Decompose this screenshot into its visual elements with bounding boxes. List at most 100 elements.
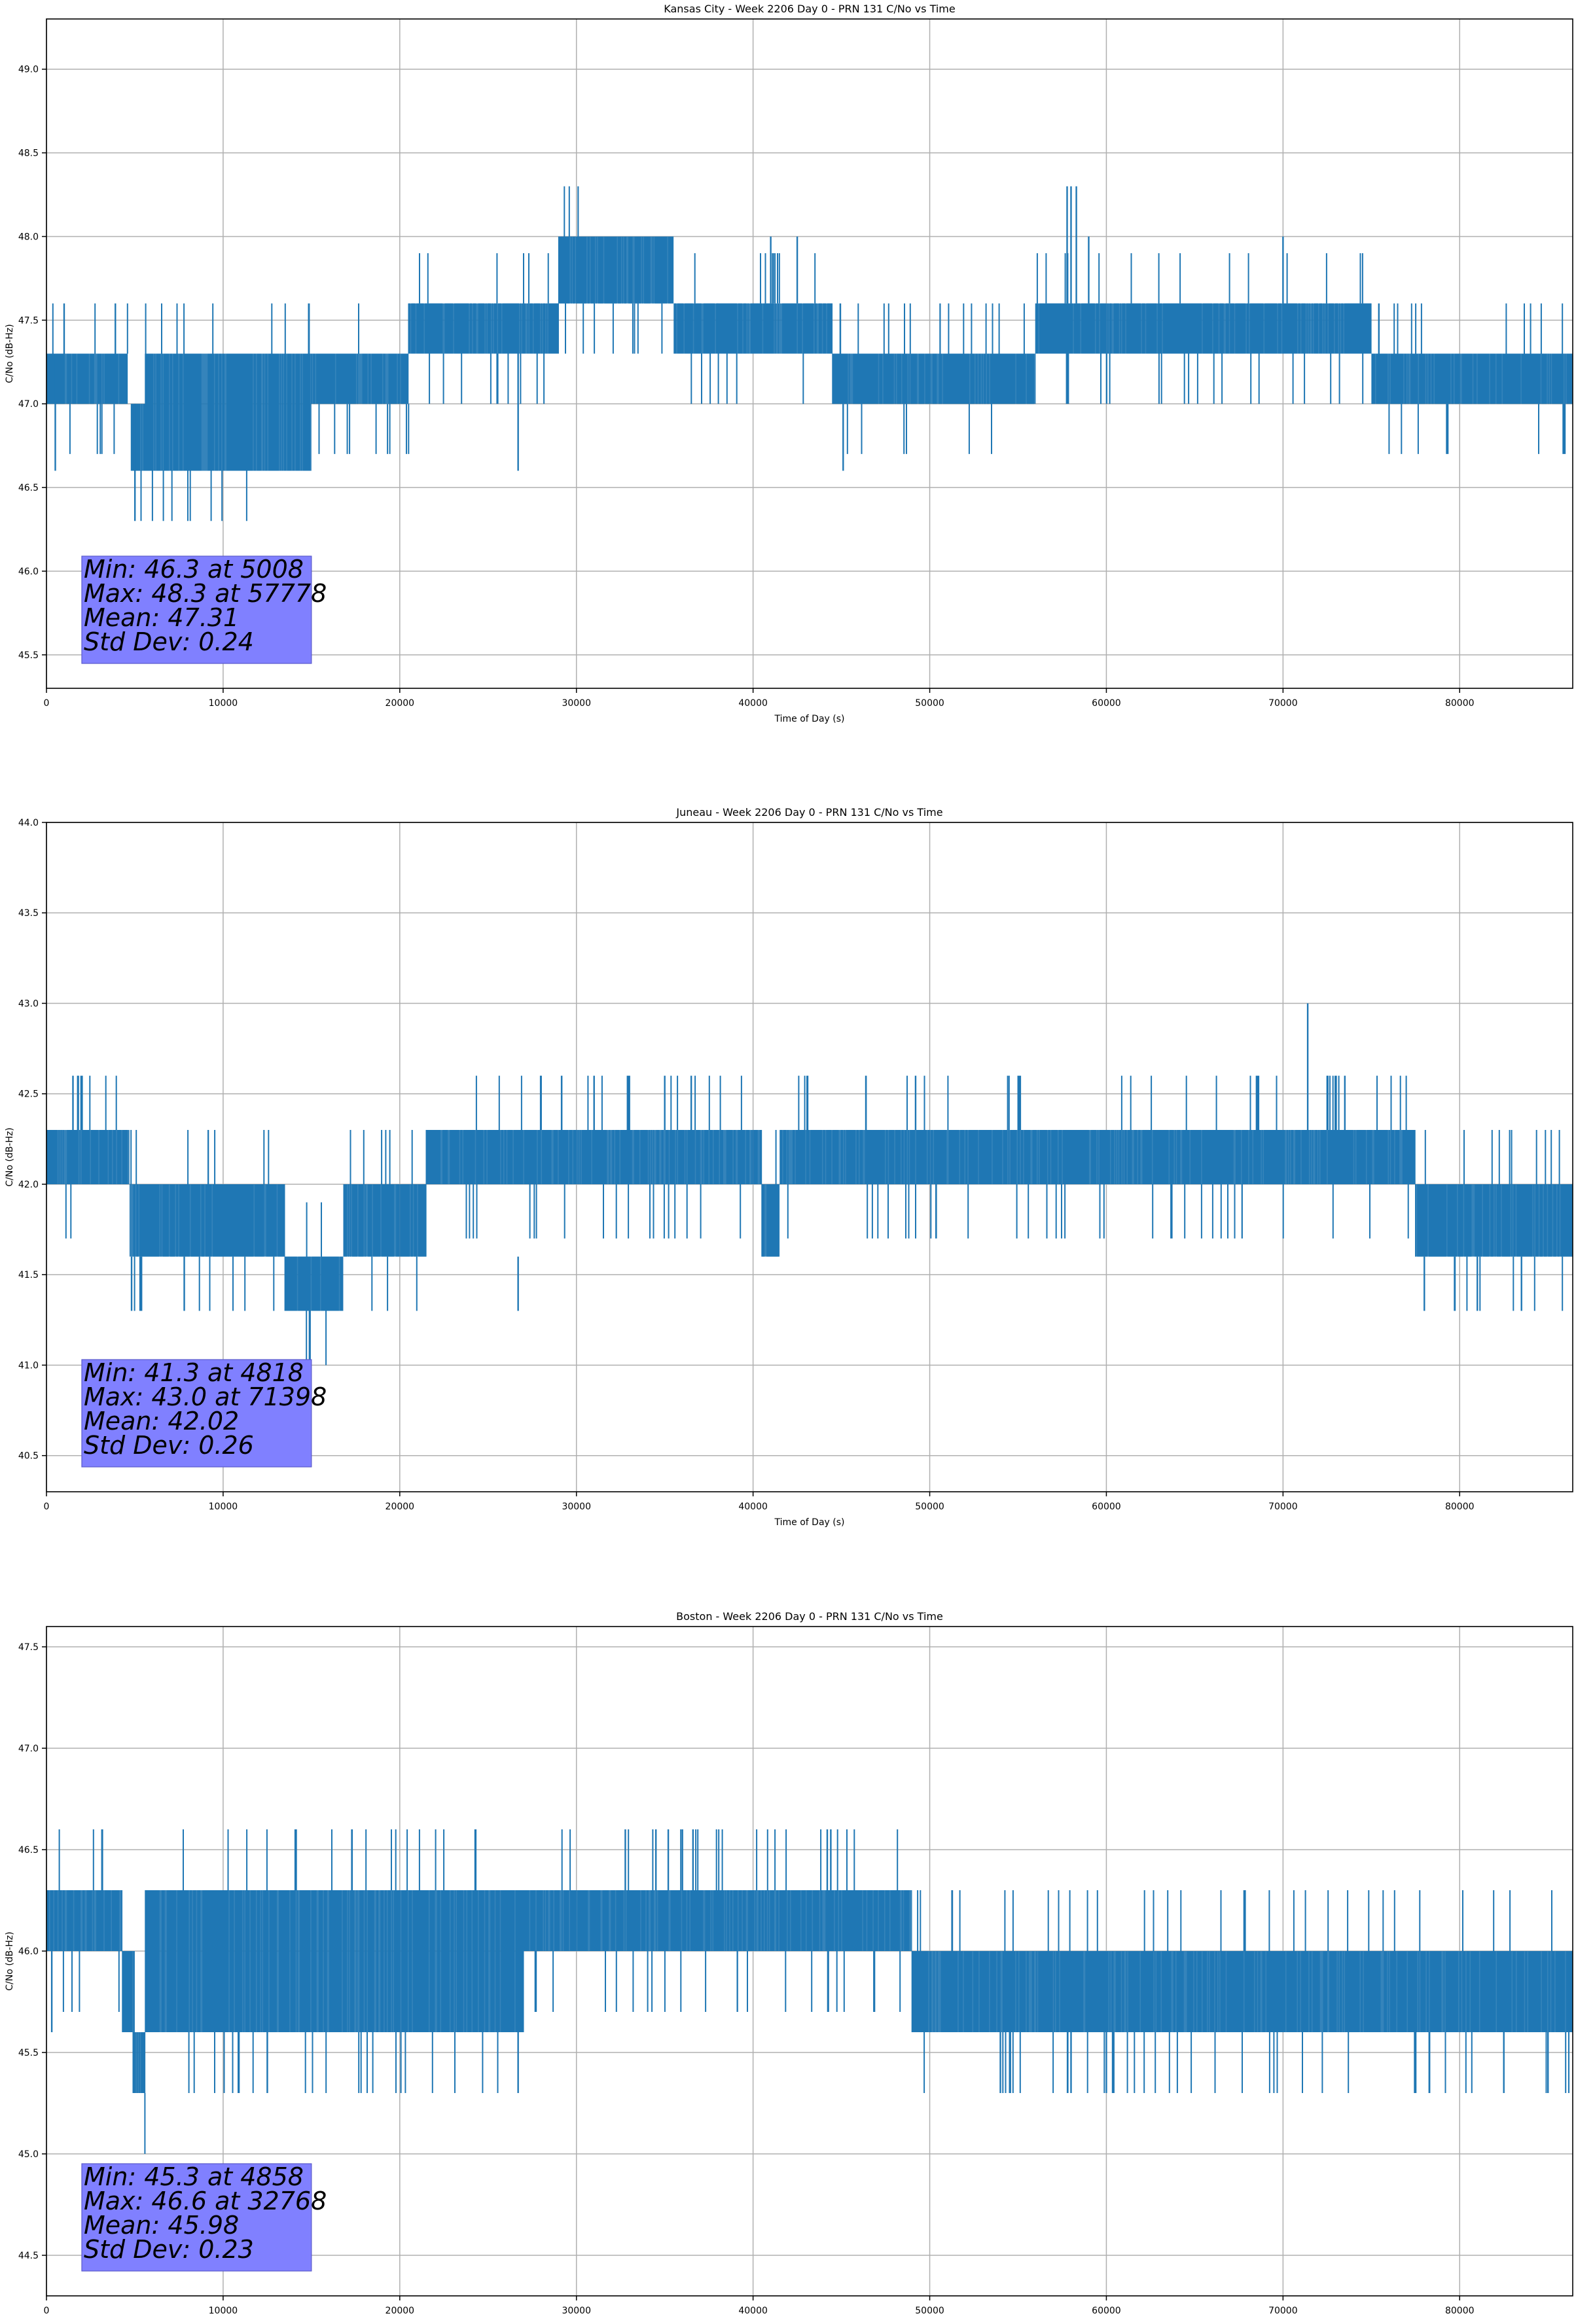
chart-3-xtick-label: 0 [44,2306,50,2316]
chart-3-xtick-label: 30000 [562,2306,591,2316]
chart-3-stats-line: Min: 45.3 at 4858 [84,2162,304,2191]
chart-3-stats-line: Mean: 45.98 [84,2211,239,2240]
chart-1-ytick-label: 46.5 [18,483,39,493]
chart-2-stats-line: Mean: 42.02 [84,1407,239,1435]
chart-1-segment-excursions [52,303,128,454]
chart-2-stats-line: Std Dev: 0.26 [84,1431,254,1460]
chart-1-segment-trace [1372,353,1572,404]
chart-3-series-line [46,1829,1573,2154]
chart-1-segment-excursions [717,253,816,404]
chart-3-segment-excursions [917,1890,1569,2093]
chart-2-xtick-label: 40000 [738,1502,768,1512]
chart-1-ytick-label: 47.0 [18,399,39,410]
chart-1-segment-excursions [145,303,310,521]
chart-2-xtick-label: 50000 [915,1502,944,1512]
chart-1-xtick-label: 10000 [209,698,238,709]
chart-1-title: Kansas City - Week 2206 Day 0 - PRN 131 … [664,3,955,15]
chart-1-ytick-label: 47.5 [18,315,39,326]
chart-1-segment-trace [717,303,833,354]
chart-2-xtick-label: 70000 [1268,1502,1298,1512]
chart-1-stats-line: Min: 46.3 at 5008 [84,555,304,584]
chart-1-xtick-label: 40000 [738,698,768,709]
chart-2-stats-box [81,1359,312,1468]
chart-1-segment-excursions [1378,303,1566,454]
chart-3-xtick-label: 40000 [738,2306,768,2316]
chart-2-segment-band [779,1130,1336,1184]
chart-3-xtick-label: 50000 [915,2306,944,2316]
chart-2-segment-trace [761,1184,779,1257]
chart-3-axes-frame [46,1626,1573,2297]
chart-2-ytick-label: 42.0 [18,1180,39,1190]
chart-2-ytick-label: 43.5 [18,908,39,919]
chart-2-stats-line: Min: 41.3 at 4818 [84,1358,304,1387]
chart-1-segment-excursions [839,303,1025,454]
chart-2-xtick-label: 80000 [1445,1502,1475,1512]
chart-3-stats-line: Max: 46.6 at 32768 [84,2187,327,2215]
chart-1-stats-line: Std Dev: 0.24 [84,627,254,656]
chart-2-ytick-label: 41.5 [18,1270,39,1280]
chart-1-stats-line: Max: 48.3 at 57778 [84,579,327,608]
chart-1-segment-excursions [1036,253,1260,404]
chart-3-segment-trace [145,1890,524,2032]
chart-1-ytick-label: 45.5 [18,650,39,661]
chart-2-ytick-label: 41.0 [18,1360,39,1371]
chart-1-xtick-label: 50000 [915,698,944,709]
chart-1-ytick-label: 48.5 [18,149,39,159]
chart-2-series-line [46,1003,1573,1365]
chart-2-segment-trace [425,1130,762,1184]
chart-2-xtick-label: 0 [44,1502,50,1512]
chart-1-segment-trace [1035,303,1283,354]
chart-2-segment-excursions [349,1130,418,1311]
chart-2-stats-line: Max: 43.0 at 71398 [84,1382,327,1411]
chart-3-ytick-label: 45.0 [18,2149,39,2160]
chart-2: 0 10000 20000 30000 40000 50000 60000 70000 8000… [5,806,1573,1528]
chart-1-segment-excursions [564,186,663,354]
chart-3-segment-trace [122,1951,135,2032]
chart-1-stats-line: Mean: 47.31 [84,603,239,632]
chart-3-segment-trace [523,1890,910,1951]
chart-2-segment-trace [46,1130,128,1184]
chart-2-ytick-label: 42.5 [18,1089,39,1100]
chart-1-segment-excursions [419,253,549,404]
chart-2-segment-trace [133,1184,285,1257]
chart-1-ytick-label: 46.0 [18,567,39,577]
chart-3-ytick-label: 47.5 [18,1642,39,1653]
chart-3-xtick-label: 10000 [209,2306,238,2316]
chart-3-ytick-label: 47.0 [18,1744,39,1754]
chart-3: 0 10000 20000 30000 40000 50000 60000 70000 8000… [5,1610,1573,2324]
chart-1-xlabel: Time of Day (s) [774,714,845,724]
chart-2-segment-excursions [787,1076,1336,1239]
chart-3-ytick-label: 44.5 [18,2251,39,2261]
chart-1-ytick-label: 48.0 [18,232,39,242]
chart-2-segment-trace [284,1256,344,1311]
chart-1-xtick-label: 0 [44,698,50,709]
chart-2-ytick-label: 44.0 [18,818,39,828]
chart-1-ytick-label: 49.0 [18,65,39,75]
chart-1: 0 10000 20000 30000 40000 50000 60000 70000 8000… [5,3,1573,724]
chart-2-xtick-label: 60000 [1092,1502,1121,1512]
chart-1-xtick-label: 60000 [1092,698,1121,709]
chart-2-ylabel: C/No (dB-Hz) [5,1127,15,1186]
chart-3-segment-trace [132,2032,145,2093]
chart-3-segment-trace [911,1951,1573,2032]
chart-2-segment-trace [1335,1130,1416,1184]
chart-1-segment-excursions [1286,253,1364,404]
chart-1-axes-frame [46,18,1573,689]
chart-3-xtick-label: 70000 [1268,2306,1298,2316]
chart-1-segment-trace [145,353,311,471]
chart-2-axes-frame [46,822,1573,1492]
chart-1-segment-trace [558,236,673,304]
chart-2-segment-trace [779,1130,1336,1184]
chart-1-xtick-label: 30000 [562,698,591,709]
chart-1-ylabel: C/No (dB-Hz) [5,324,15,383]
chart-2-xlabel: Time of Day (s) [774,1517,845,1528]
chart-1-segment-excursions [690,253,711,404]
chart-3-ylabel: C/No (dB-Hz) [5,1931,15,1990]
chart-1-segment-trace [408,303,559,354]
chart-1-xtick-label: 20000 [385,698,415,709]
chart-3-xtick-label: 60000 [1092,2306,1121,2316]
chart-2-segment-excursions [1335,1076,1409,1239]
chart-1-segment-trace [311,353,408,404]
chart-3-stats-line: Std Dev: 0.23 [84,2235,254,2264]
